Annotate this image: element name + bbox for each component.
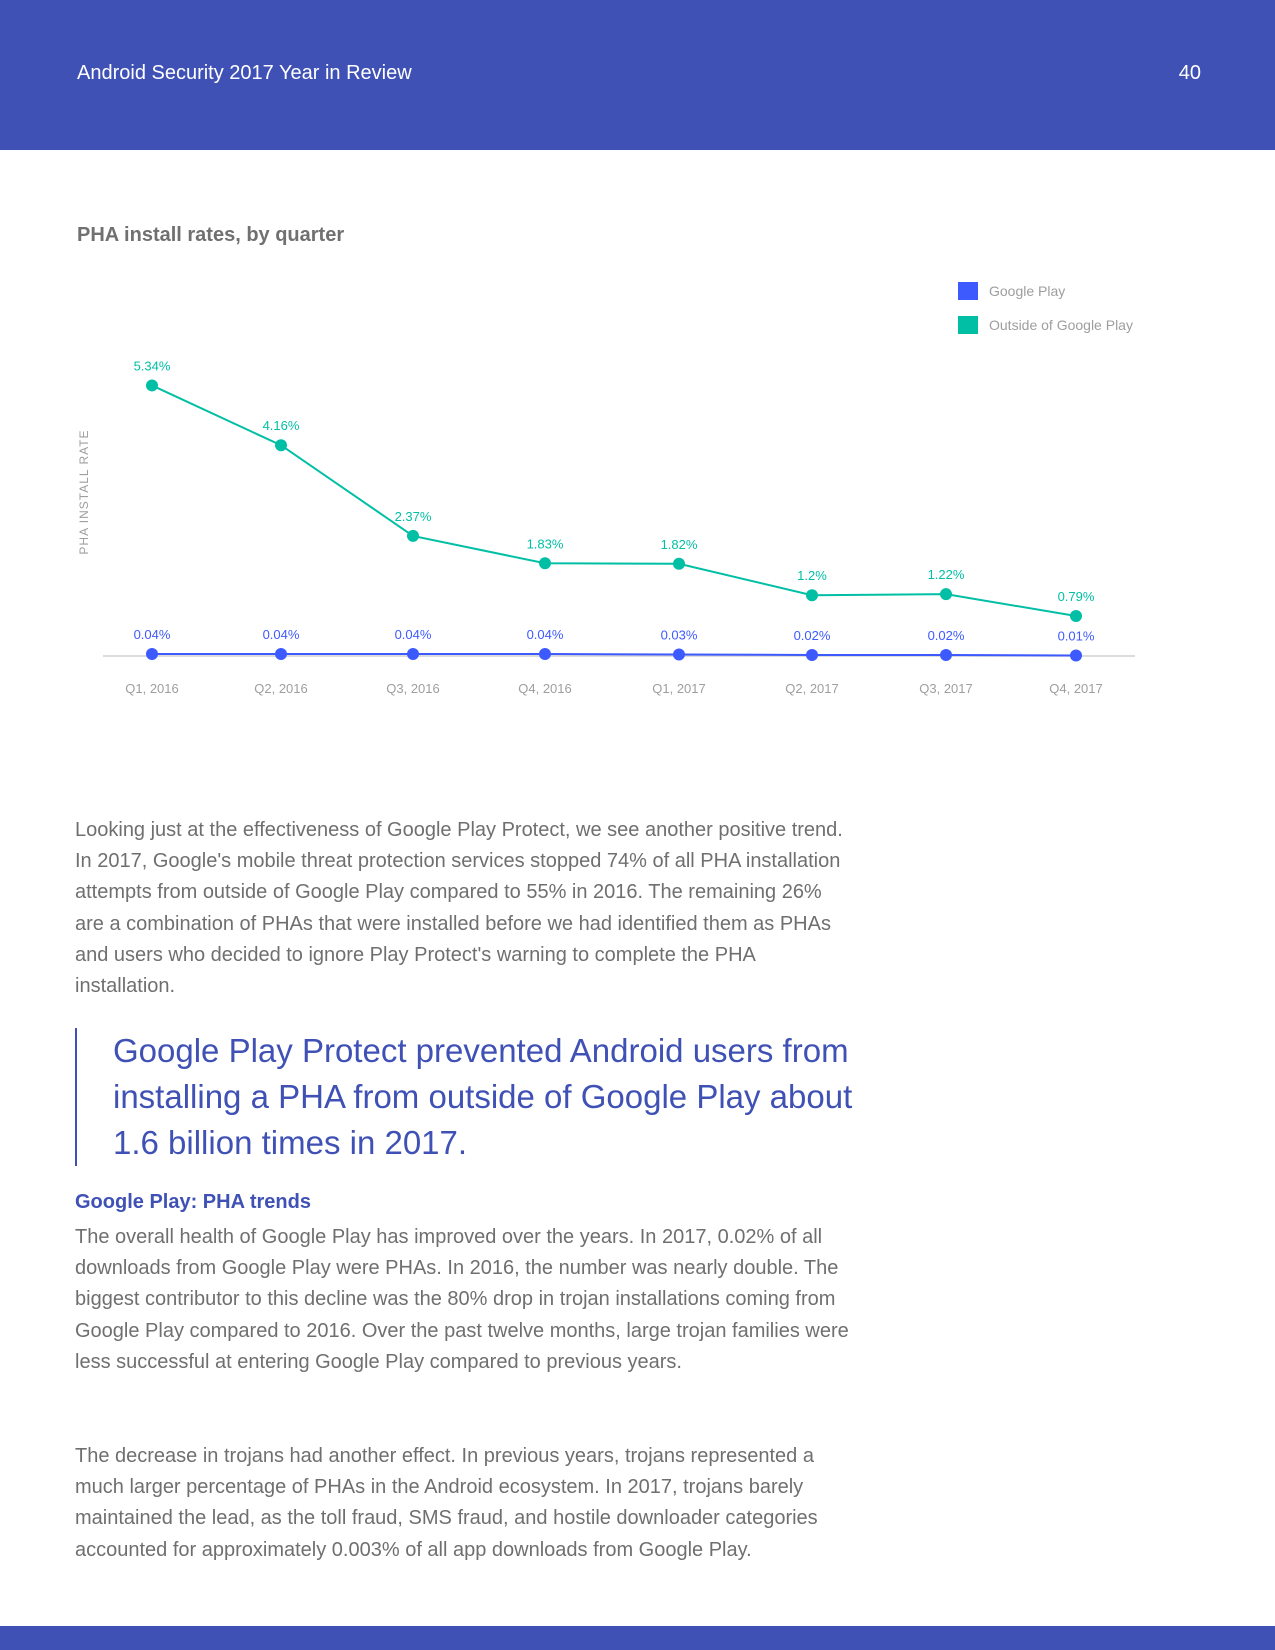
x-tick-label: Q1, 2016 xyxy=(125,681,179,696)
legend-label: Google Play xyxy=(989,283,1065,299)
data-point-outside-of-google-play xyxy=(940,588,952,601)
data-label-google-play: 0.04% xyxy=(395,627,432,642)
data-label-outside-of-google-play: 5.34% xyxy=(134,358,171,373)
data-label-outside-of-google-play: 1.82% xyxy=(661,537,698,552)
data-label-outside-of-google-play: 0.79% xyxy=(1058,589,1095,604)
series-line-google-play xyxy=(152,652,1077,657)
data-label-outside-of-google-play: 1.83% xyxy=(527,536,564,551)
x-tick-label: Q4, 2017 xyxy=(1049,681,1103,696)
chart-title: PHA install rates, by quarter xyxy=(77,224,345,246)
page-header: Android Security 2017 Year in Review 40 xyxy=(0,0,1275,150)
data-point-outside-of-google-play xyxy=(673,557,685,570)
x-tick-label: Q3, 2017 xyxy=(919,681,973,696)
legend-label: Outside of Google Play xyxy=(989,317,1133,333)
legend-swatch xyxy=(958,316,978,334)
paragraph-trojans: The decrease in trojans had another effe… xyxy=(75,1445,818,1561)
legend-swatch xyxy=(958,282,978,300)
data-point-google-play xyxy=(806,648,818,661)
data-point-outside-of-google-play xyxy=(539,557,551,570)
data-point-google-play xyxy=(673,648,685,661)
data-point-outside-of-google-play xyxy=(407,529,419,542)
data-point-outside-of-google-play xyxy=(146,379,158,392)
data-point-google-play xyxy=(539,647,551,660)
x-tick-label: Q4, 2016 xyxy=(518,681,572,696)
data-point-google-play xyxy=(1070,649,1082,662)
series-line-outside-of-google-play xyxy=(151,384,1077,617)
data-point-google-play xyxy=(146,647,158,660)
data-point-google-play xyxy=(940,648,952,661)
data-label-outside-of-google-play: 2.37% xyxy=(395,509,432,524)
data-label-google-play: 0.02% xyxy=(928,628,965,643)
paragraph-play-health: The overall health of Google Play has im… xyxy=(75,1226,849,1373)
data-label-outside-of-google-play: 1.22% xyxy=(928,567,965,582)
data-point-outside-of-google-play xyxy=(275,439,287,452)
data-label-google-play: 0.04% xyxy=(134,627,171,642)
data-label-google-play: 0.04% xyxy=(263,627,300,642)
data-point-google-play xyxy=(275,647,287,660)
pha-install-rate-chart: PHA INSTALL RATE Q1, 2016 Q2, 2016 Q3, 2016… xyxy=(77,282,1135,696)
x-tick-label: Q2, 2017 xyxy=(785,681,839,696)
paragraph-play-protect: Looking just at the effectiveness of Goo… xyxy=(75,819,843,998)
footer-bar xyxy=(0,1626,1275,1650)
data-label-google-play: 0.01% xyxy=(1058,628,1095,643)
data-label-outside-of-google-play: 4.16% xyxy=(263,418,300,433)
page-number: 40 xyxy=(1178,62,1201,84)
data-point-google-play xyxy=(407,647,419,660)
data-label-google-play: 0.02% xyxy=(794,628,831,643)
x-tick-label: Q1, 2017 xyxy=(652,681,706,696)
data-label-google-play: 0.03% xyxy=(661,627,698,642)
document-title: Android Security 2017 Year in Review xyxy=(77,62,412,84)
x-tick-label: Q2, 2016 xyxy=(254,681,308,696)
data-point-outside-of-google-play xyxy=(1070,609,1082,622)
x-tick-label: Q3, 2016 xyxy=(386,681,440,696)
y-axis-label: PHA INSTALL RATE xyxy=(77,429,91,554)
section-heading: Google Play: PHA trends xyxy=(75,1191,311,1213)
data-label-outside-of-google-play: 1.2% xyxy=(797,568,827,583)
data-point-outside-of-google-play xyxy=(806,589,818,602)
pull-quote: Google Play Protect prevented Android us… xyxy=(75,1028,855,1166)
data-label-google-play: 0.04% xyxy=(527,627,564,642)
